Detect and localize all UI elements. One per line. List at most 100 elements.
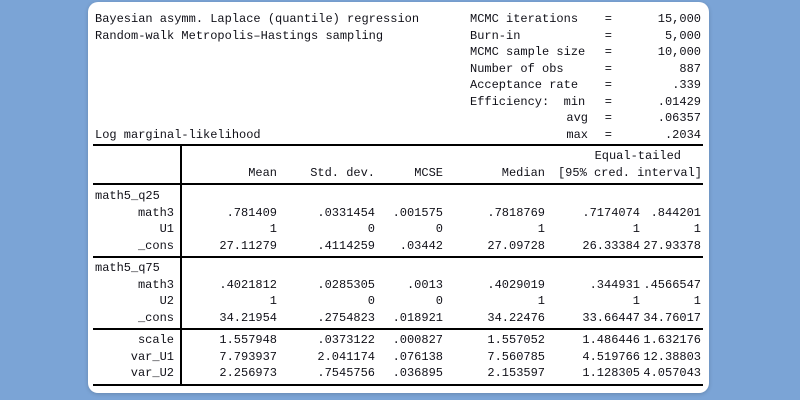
cell-cred-lower: 1.128305 <box>582 366 640 380</box>
stat-row: Burn-in = 5,000 <box>470 28 703 45</box>
cell-cred-upper: 1.632176 <box>643 333 701 347</box>
cell-median: 7.560785 <box>487 349 545 364</box>
row-label: var_U1 <box>130 349 174 364</box>
cell-std-dev: .0373122 <box>317 333 375 347</box>
cell-cred-lower: 1 <box>632 294 640 308</box>
row-label: math3 <box>137 277 174 292</box>
column-header-mean: Mean <box>248 165 277 180</box>
cell-median: .7818769 <box>487 205 545 220</box>
cell-cred-upper: .844201 <box>650 205 701 220</box>
cell-mean: 1 <box>269 294 277 308</box>
cell-cred-lower: .7174074 <box>582 205 640 220</box>
log-marginal-likelihood-label: Log marginal-likelihood <box>95 127 261 142</box>
stat-equals-sign: = <box>604 45 612 59</box>
results-output-panel: Bayesian asymm. Laplace (quantile) regre… <box>88 2 709 393</box>
table-body: math5_q25 math3 .781409 .0331454 .001575… <box>93 188 703 382</box>
group-separator-rule <box>93 256 703 258</box>
column-header-median: Median <box>501 165 545 180</box>
cell-mcse: .000827 <box>392 333 443 347</box>
output-header: Bayesian asymm. Laplace (quantile) regre… <box>95 11 703 144</box>
cell-mean: 34.21954 <box>219 310 277 325</box>
cell-mcse: .036895 <box>392 366 443 380</box>
table-row: U2 1 0 0 1 1 1 <box>93 293 703 310</box>
cell-median: 1 <box>537 222 545 236</box>
cell-mean: 7.793937 <box>219 349 277 364</box>
table-row: U1 1 0 0 1 1 1 <box>93 221 703 238</box>
cell-cred-lower: 1 <box>632 222 640 236</box>
table-row: var_U2 2.256973 .7545756 .036895 2.15359… <box>93 365 703 382</box>
cell-median: 1 <box>537 294 545 308</box>
stat-value: 10,000 <box>657 45 701 59</box>
stat-equals-sign: = <box>604 12 612 26</box>
stat-equals-sign: = <box>604 78 612 92</box>
cell-cred-upper: 12.38803 <box>643 349 701 364</box>
cell-mcse: .0013 <box>406 277 443 292</box>
cell-median: 2.153597 <box>487 366 545 380</box>
table-row: scale 1.557948 .0373122 .000827 1.557052… <box>93 332 703 349</box>
row-label: _cons <box>137 238 174 253</box>
cell-median: 34.22476 <box>487 310 545 325</box>
stat-equals-sign: = <box>604 127 612 142</box>
mcmc-stats-block: MCMC iterations = 15,000 Burn-in = 5,000… <box>470 11 703 143</box>
cell-std-dev: 0 <box>367 222 375 236</box>
row-label: var_U2 <box>130 366 174 380</box>
equation-group-label: math5_q75 <box>95 261 160 275</box>
stat-value: 5,000 <box>664 28 701 43</box>
column-header-cred-interval: [95% cred. interval] <box>557 165 702 180</box>
cell-cred-lower: .344931 <box>589 277 640 292</box>
stat-value: .339 <box>672 78 701 92</box>
column-header-spacer <box>93 165 181 182</box>
stat-row: Number of obs = 887 <box>470 61 703 78</box>
table-row: math3 .4021812 .0285305 .0013 .4029019 .… <box>93 277 703 294</box>
cell-mcse: .018921 <box>392 310 443 325</box>
table-row: var_U1 7.793937 2.041174 .076138 7.56078… <box>93 349 703 366</box>
cell-std-dev: .2754823 <box>317 310 375 325</box>
cell-cred-upper: 34.76017 <box>643 310 701 325</box>
cell-median: 27.09728 <box>487 238 545 253</box>
stat-equals-sign: = <box>604 61 612 76</box>
stat-label: avg <box>566 111 588 125</box>
cell-std-dev: .0331454 <box>317 205 375 220</box>
row-label: _cons <box>137 310 174 325</box>
stat-equals-sign: = <box>604 111 612 125</box>
row-label: U2 <box>159 294 174 308</box>
stat-label: Number of obs <box>470 61 564 76</box>
cell-mean: 2.256973 <box>219 366 277 380</box>
group-separator-rule <box>93 328 703 330</box>
stat-row: MCMC iterations = 15,000 <box>470 11 703 28</box>
stat-row: Acceptance rate = .339 <box>470 77 703 94</box>
sampling-method: Random-walk Metropolis–Hastings sampling <box>95 28 384 43</box>
results-table: Equal-tailed Mean Std. dev. MCSE Median … <box>93 144 703 386</box>
cell-std-dev: .4114259 <box>317 238 375 253</box>
table-bottom-rule <box>93 383 703 386</box>
cell-mcse: .03442 <box>399 238 443 253</box>
stat-label: max <box>566 127 588 142</box>
group-label-row: math5_q75 <box>93 260 703 277</box>
cell-mcse: .001575 <box>392 205 443 220</box>
cell-mcse: 0 <box>435 222 443 236</box>
equation-group-label: math5_q25 <box>95 189 160 203</box>
table-row: math3 .781409 .0331454 .001575 .7818769 … <box>93 205 703 222</box>
equal-tailed-subheader: Equal-tailed <box>594 149 681 163</box>
cell-cred-lower: 33.66447 <box>582 310 640 325</box>
cell-std-dev: 2.041174 <box>317 349 375 364</box>
table-header-rule <box>93 183 703 185</box>
row-label: math3 <box>137 205 174 220</box>
cell-mean: 1 <box>269 222 277 236</box>
stat-row: max = .2034 <box>470 127 703 144</box>
cell-cred-upper: 4.057043 <box>643 366 701 380</box>
cell-median: .4029019 <box>487 277 545 292</box>
cell-mean: .4021812 <box>219 277 277 292</box>
group-label-row: math5_q25 <box>93 188 703 205</box>
cell-cred-lower: 1.486446 <box>582 333 640 347</box>
row-label: U1 <box>159 222 174 236</box>
cell-mean: 27.11279 <box>219 238 277 253</box>
cell-mean: 1.557948 <box>219 333 277 347</box>
cell-std-dev: .7545756 <box>317 366 375 380</box>
stat-label: MCMC iterations <box>470 12 579 26</box>
table-top-rule <box>93 144 703 146</box>
stat-label: Acceptance rate <box>470 78 579 92</box>
cell-mean: .781409 <box>226 205 277 220</box>
stat-value: .06357 <box>657 111 701 125</box>
cell-cred-upper: .4566547 <box>643 277 701 292</box>
